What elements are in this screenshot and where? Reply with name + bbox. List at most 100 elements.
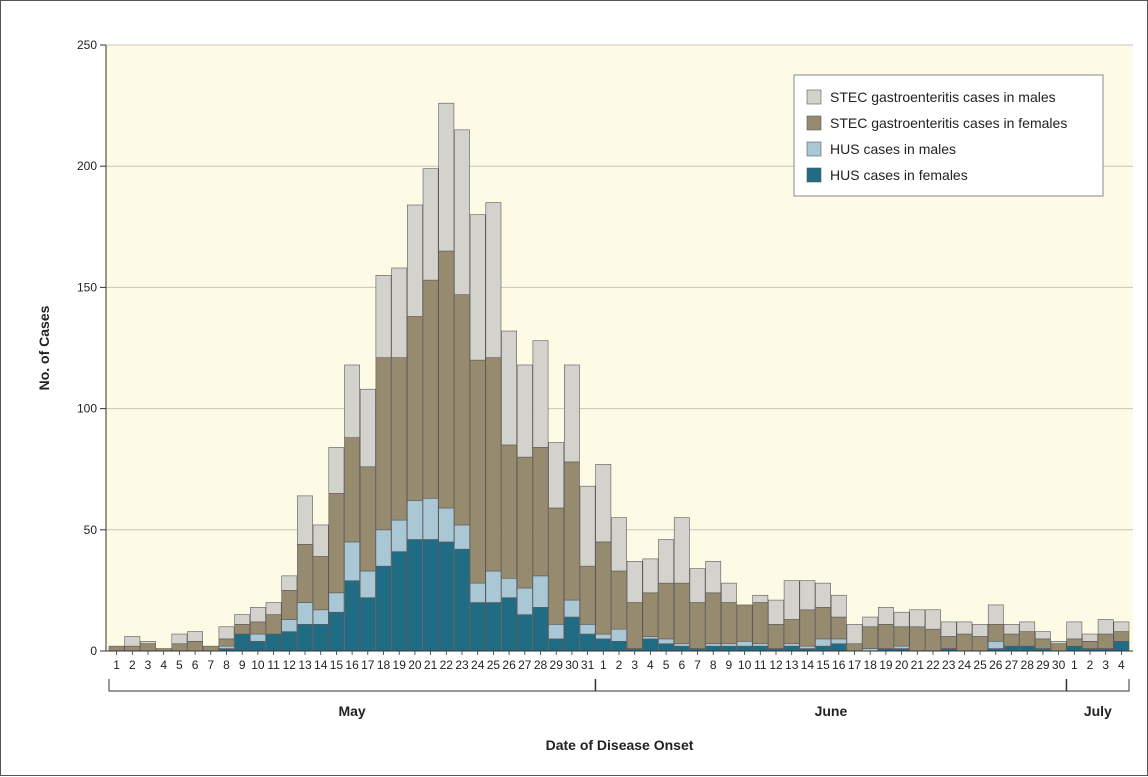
bar-segment (516, 364, 533, 458)
bar-segment (469, 214, 486, 361)
bar-segment (783, 619, 800, 645)
bar-segment (830, 616, 847, 640)
bar-segment (752, 643, 769, 647)
bar-segment (563, 461, 580, 601)
bar-segment (312, 556, 329, 611)
bar-segment (563, 599, 580, 618)
bar-segment (579, 485, 596, 567)
y-tick-label: 150 (77, 280, 97, 294)
bar-segment (297, 544, 313, 603)
bar-segment (1097, 633, 1114, 649)
x-tick-label: 2 (1087, 658, 1094, 672)
bar-segment (344, 580, 360, 652)
bar-segment (501, 330, 517, 446)
bar-segment (532, 447, 549, 577)
bar-segment (1082, 633, 1098, 642)
x-tick-label: 30 (1052, 658, 1066, 672)
bar-segment (312, 609, 329, 625)
bar-segment (658, 638, 674, 645)
x-tick-label: 2 (616, 658, 623, 672)
bar-segment (799, 645, 816, 649)
bar-segment (187, 631, 203, 642)
bar-segment (972, 636, 988, 652)
x-tick-label: 5 (176, 658, 183, 672)
bar-segment (328, 493, 345, 594)
bar-segment (234, 633, 251, 652)
bar-segment (815, 582, 831, 608)
bar-segment (595, 633, 612, 640)
x-tick-label: 19 (393, 658, 407, 672)
month-bracket (595, 679, 1067, 692)
bar-segment (705, 645, 722, 652)
bar-segment (752, 602, 769, 645)
bar-segment (893, 611, 910, 628)
bar-segment (406, 539, 423, 652)
bar-segment (642, 638, 659, 652)
x-tick-label: 10 (251, 658, 265, 672)
legend-box (793, 74, 1104, 197)
x-tick-label: 17 (848, 658, 862, 672)
x-tick-label: 17 (361, 658, 375, 672)
month-bracket (108, 679, 596, 692)
bar-segment (438, 507, 455, 543)
y-tick-label: 100 (77, 402, 97, 416)
x-tick-label: 12 (769, 658, 783, 672)
bar-segment (1082, 641, 1098, 649)
legend-label: STEC gastroenteritis cases in males (830, 89, 1056, 105)
bar-segment (250, 633, 266, 642)
bar-segment (1003, 624, 1020, 635)
x-tick-label: 9 (239, 658, 246, 672)
bar-segment (877, 607, 894, 625)
bar-segment (485, 202, 502, 358)
bar-segment (501, 597, 517, 652)
bar-segment (1066, 621, 1083, 640)
x-tick-label: 1 (600, 658, 607, 672)
bar-segment (187, 641, 203, 652)
bar-segment (689, 602, 706, 649)
legend-label: HUS cases in females (830, 167, 968, 183)
bar-segment (548, 638, 565, 652)
x-tick-label: 6 (678, 658, 685, 672)
x-tick-label: 19 (879, 658, 893, 672)
bar-segment (391, 519, 408, 552)
bar-segment (673, 582, 690, 645)
bar-segment (862, 626, 879, 649)
x-tick-label: 30 (565, 658, 579, 672)
y-tick-label: 50 (84, 523, 98, 537)
bar-segment (987, 641, 1004, 649)
bar-segment (862, 616, 879, 628)
bar-segment (830, 594, 847, 618)
bar-segment (1019, 631, 1036, 647)
bar-segment (658, 643, 674, 652)
y-tick-label: 200 (77, 159, 97, 173)
bar-segment (422, 279, 439, 499)
bar-segment (265, 614, 282, 635)
bar-segment (234, 614, 251, 625)
bar-segment (877, 624, 894, 649)
bar-segment (344, 364, 360, 438)
x-tick-label: 26 (989, 658, 1003, 672)
month-label: May (338, 703, 365, 719)
bar-segment (469, 602, 486, 652)
bar-segment (312, 624, 329, 652)
x-tick-label: 29 (1036, 658, 1050, 672)
y-axis-title: No. of Cases (36, 305, 52, 390)
bar-segment (1113, 621, 1130, 632)
bar-segment (454, 524, 470, 550)
x-tick-label: 29 (550, 658, 564, 672)
bar-segment (501, 444, 517, 579)
bar-segment (956, 633, 973, 652)
legend-label: STEC gastroenteritis cases in females (830, 115, 1067, 131)
bar-segment (391, 267, 408, 358)
bar-segment (940, 636, 957, 649)
legend-swatch (806, 141, 822, 157)
bar-segment (328, 592, 345, 613)
bar-segment (438, 541, 455, 652)
bar-segment (705, 592, 722, 645)
bar-segment (406, 316, 423, 502)
x-tick-label: 15 (330, 658, 344, 672)
x-tick-label: 20 (408, 658, 422, 672)
bar-segment (359, 597, 376, 652)
x-tick-label: 8 (223, 658, 230, 672)
